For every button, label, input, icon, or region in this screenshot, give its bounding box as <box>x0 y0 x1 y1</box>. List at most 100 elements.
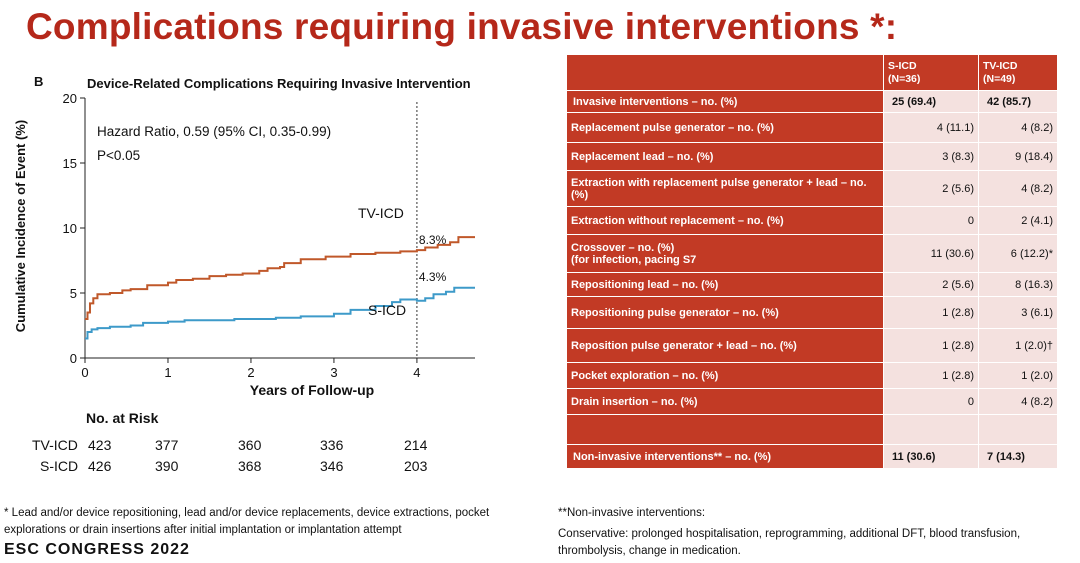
table-row: Pocket exploration – no. (%) 1 (2.8) 1 (2.… <box>566 362 1058 389</box>
risk-value: 390 <box>155 458 179 474</box>
header-s-icd: S-ICD (N=36) <box>883 54 979 91</box>
value-tv-icd: 7 (14.3) <box>978 444 1058 469</box>
value-tv-icd: 3 (6.1) <box>978 296 1058 329</box>
risk-value: 336 <box>320 437 344 453</box>
complications-table: S-ICD (N=36) TV-ICD (N=49) Invasive interven… <box>566 54 1058 469</box>
risk-value: 203 <box>404 458 428 474</box>
value-s-icd: 1 (2.8) <box>883 296 979 329</box>
cumulative-incidence-chart: B Device-Related Complications Requiring… <box>13 74 475 398</box>
table-row: Non-invasive interventions** – no. (%) 11… <box>566 444 1058 469</box>
y-tick-label: 15 <box>63 156 77 171</box>
value-s-icd: 2 (5.6) <box>883 272 979 297</box>
footnote-left: * Lead and/or device repositioning, lead… <box>4 507 490 536</box>
table-row: Repositioning pulse generator – no. (%) 1… <box>566 296 1058 329</box>
table-row: Invasive interventions – no. (%) 25 (69.4… <box>566 90 1058 113</box>
value-s-icd: 1 (2.8) <box>883 328 979 363</box>
value-tv-icd: 4 (8.2) <box>978 388 1058 415</box>
value-tv-icd: 9 (18.4) <box>978 142 1058 171</box>
table-row: Repositioning lead – no. (%) 2 (5.6) 8 (16… <box>566 272 1058 297</box>
risk-table-title: No. at Risk <box>86 410 159 426</box>
x-tick-label: 2 <box>247 365 254 380</box>
series-label-s-icd: S-ICD <box>368 302 406 318</box>
risk-row-label: TV-ICD <box>32 437 78 453</box>
row-label: Crossover – no. (%) (for infection, pacin… <box>566 234 884 273</box>
row-label: Extraction with replacement pulse genera… <box>566 170 884 207</box>
table-row: Replacement lead – no. (%) 3 (8.3) 9 (18.4… <box>566 142 1058 171</box>
value-s-icd: 1 (2.8) <box>883 362 979 389</box>
table-row: Extraction with replacement pulse genera… <box>566 170 1058 207</box>
y-tick-label: 5 <box>70 286 77 301</box>
risk-row-label: S-ICD <box>40 458 79 474</box>
table-row: Drain insertion – no. (%) 0 4 (8.2) <box>566 388 1058 415</box>
risk-value: 346 <box>320 458 344 474</box>
value-tv-icd: 4 (8.2) <box>978 112 1058 143</box>
blank-cell <box>978 414 1058 445</box>
p-value-annotation: P<0.05 <box>97 148 140 163</box>
row-label: Repositioning lead – no. (%) <box>566 272 884 297</box>
y-axis-label: Cumulative Incidence of Event (%) <box>13 120 28 332</box>
y-tick-label: 20 <box>63 91 77 106</box>
series-label-tv-icd: TV-ICD <box>358 205 404 221</box>
row-label: Replacement pulse generator – no. (%) <box>566 112 884 143</box>
risk-value: 360 <box>238 437 262 453</box>
value-s-icd: 0 <box>883 206 979 235</box>
risk-value: 368 <box>238 458 262 474</box>
value-tv-icd: 8 (16.3) <box>978 272 1058 297</box>
header-tv-icd: TV-ICD (N=49) <box>978 54 1058 91</box>
row-label: Reposition pulse generator + lead – no. … <box>566 328 884 363</box>
value-s-icd: 3 (8.3) <box>883 142 979 171</box>
risk-value: 426 <box>88 458 112 474</box>
panel-label: B <box>34 74 43 89</box>
table-row: Replacement pulse generator – no. (%) 4 (… <box>566 112 1058 143</box>
value-tv-icd: 4 (8.2) <box>978 170 1058 207</box>
congress-logo-text: ESC CONGRESS 2022 <box>4 541 190 558</box>
x-tick-label: 3 <box>330 365 337 380</box>
x-tick-label: 1 <box>164 365 171 380</box>
footnote-right-body: Conservative: prolonged hospitalisation,… <box>558 528 1021 557</box>
value-s-icd: 0 <box>883 388 979 415</box>
value-s-icd: 11 (30.6) <box>883 234 979 273</box>
table-row: Crossover – no. (%) (for infection, pacin… <box>566 234 1058 273</box>
row-label: Repositioning pulse generator – no. (%) <box>566 296 884 329</box>
series-line-tv-icd <box>85 236 475 320</box>
x-axis-label: Years of Follow-up <box>250 382 374 398</box>
table-header-row: S-ICD (N=36) TV-ICD (N=49) <box>566 54 1058 91</box>
row-label: Invasive interventions – no. (%) <box>566 90 884 113</box>
hazard-ratio-annotation: Hazard Ratio, 0.59 (95% CI, 0.35-0.99) <box>97 124 331 139</box>
risk-value: 377 <box>155 437 179 453</box>
value-s-icd: 2 (5.6) <box>883 170 979 207</box>
risk-row-s-icd: S-ICD 426 390 368 346 203 <box>0 458 560 476</box>
value-tv-icd: 6 (12.2)* <box>978 234 1058 273</box>
x-tick-label: 0 <box>81 365 88 380</box>
blank-cell <box>566 414 884 445</box>
slide-title: Complications requiring invasive interve… <box>26 6 898 47</box>
table-row: Reposition pulse generator + lead – no. … <box>566 328 1058 363</box>
risk-value: 423 <box>88 437 112 453</box>
value-tv-icd: 1 (2.0)† <box>978 328 1058 363</box>
footnote-right-title: **Non-invasive interventions: <box>558 507 706 519</box>
row-label: Extraction without replacement – no. (%) <box>566 206 884 235</box>
value-tv-icd: 42 (85.7) <box>978 90 1058 113</box>
table-row <box>566 414 1058 445</box>
chart-title: Device-Related Complications Requiring I… <box>87 76 471 91</box>
y-tick-label: 0 <box>70 351 77 366</box>
value-tv-icd: 2 (4.1) <box>978 206 1058 235</box>
tv-icd-end-value: 8.3% <box>419 233 447 247</box>
row-label: Replacement lead – no. (%) <box>566 142 884 171</box>
value-s-icd: 11 (30.6) <box>883 444 979 469</box>
header-empty-cell <box>566 54 884 91</box>
x-tick-label: 4 <box>413 365 420 380</box>
value-s-icd: 25 (69.4) <box>883 90 979 113</box>
value-s-icd: 4 (11.1) <box>883 112 979 143</box>
row-label: Drain insertion – no. (%) <box>566 388 884 415</box>
y-tick-label: 10 <box>63 221 77 236</box>
risk-row-tv-icd: TV-ICD 423 377 360 336 214 <box>0 437 560 455</box>
table-row: Extraction without replacement – no. (%)… <box>566 206 1058 235</box>
blank-cell <box>883 414 979 445</box>
s-icd-end-value: 4.3% <box>419 270 447 284</box>
value-tv-icd: 1 (2.0) <box>978 362 1058 389</box>
risk-value: 214 <box>404 437 428 453</box>
row-label: Non-invasive interventions** – no. (%) <box>566 444 884 469</box>
row-label: Pocket exploration – no. (%) <box>566 362 884 389</box>
series-line-s-icd <box>85 286 475 340</box>
